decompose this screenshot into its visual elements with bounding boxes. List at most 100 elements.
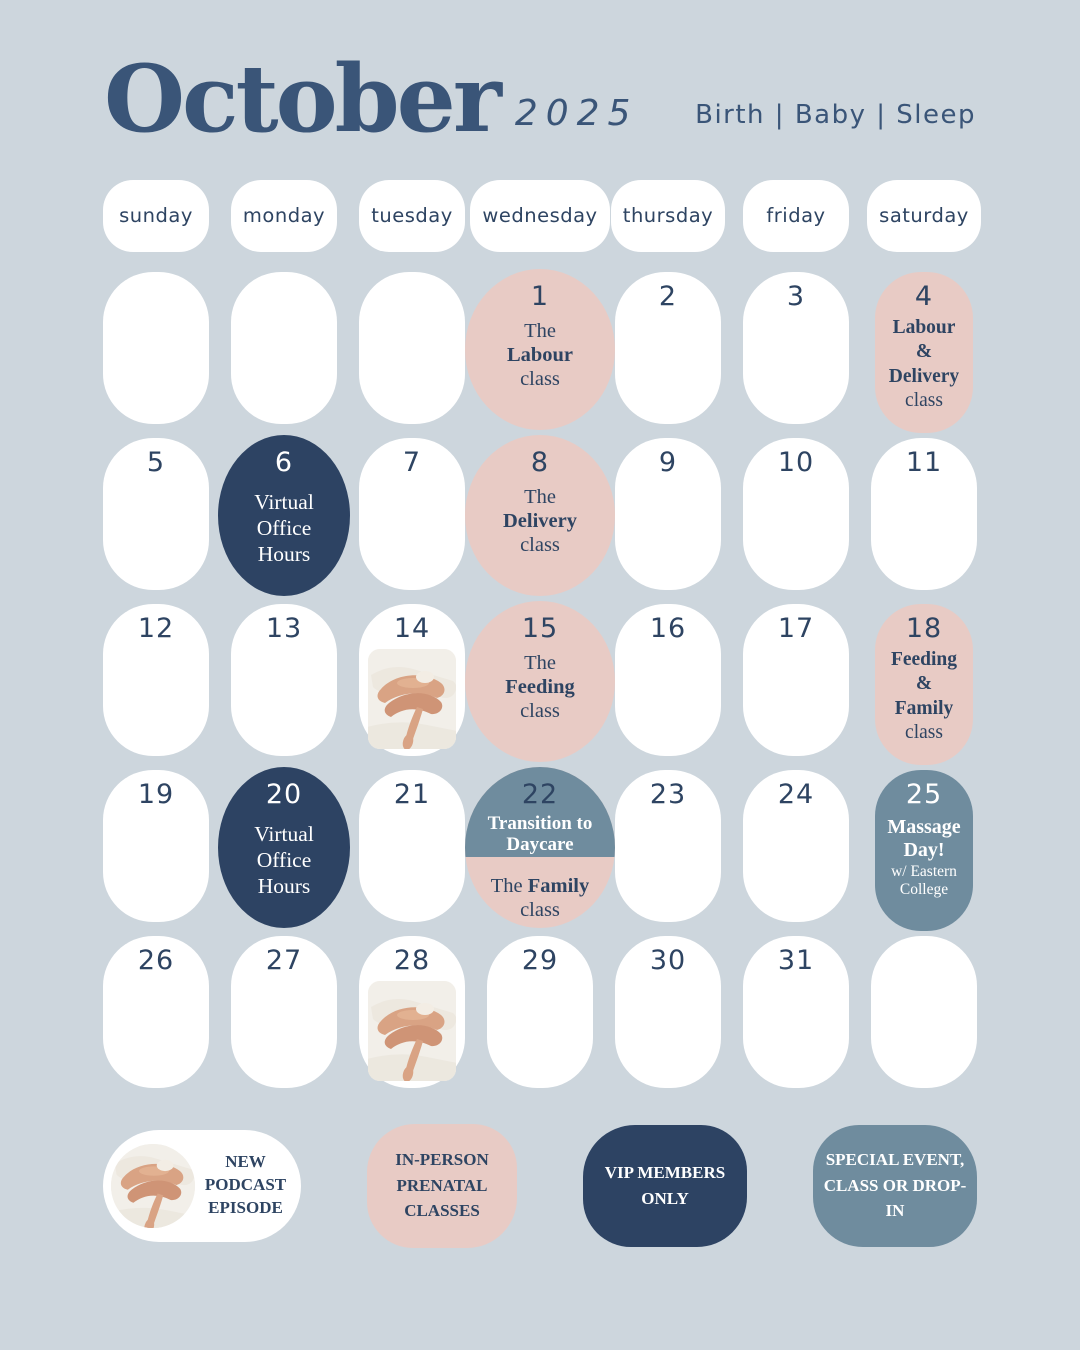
weekday-sunday: sunday [103, 179, 209, 252]
year-label: 2025 [514, 92, 639, 134]
day-cell-3: 3 [743, 271, 849, 424]
cell-shape [615, 935, 721, 1088]
legend-item-special-event: SPECIAL EVENT, CLASS OR DROP-IN [813, 1124, 977, 1247]
cell-content: 6 Virtual Office Hours [231, 438, 337, 568]
event-text: & [915, 341, 933, 363]
event-text-line: Delivery [487, 509, 593, 533]
event-text-line: The [487, 485, 593, 509]
event-text-line: Virtual [231, 489, 337, 515]
event-text-line: Day! [871, 839, 977, 863]
event-text: College [899, 881, 949, 899]
page-header: October 2025 Birth | Baby | Sleep [0, 0, 1080, 145]
cell-content [359, 272, 465, 281]
day-number: 27 [265, 944, 303, 976]
cell-shape [218, 766, 350, 928]
day-cell-19: 19 [103, 769, 209, 922]
day-number: 29 [521, 944, 559, 976]
cell-content [231, 272, 337, 281]
event-text-line: The Family [487, 874, 593, 898]
day-number: 22 [521, 778, 559, 810]
cell-shape [465, 434, 615, 596]
day-number: 6 [274, 446, 294, 478]
weekday-header-row: sunday monday tuesday wednesday thursday frid… [0, 179, 1080, 252]
cell-shape [465, 766, 615, 928]
event-text-line: Office [231, 515, 337, 541]
cell-shape [359, 271, 465, 424]
day-number: 1 [530, 280, 550, 312]
cell-shape [875, 769, 973, 931]
cell-content: 8 The Delivery class [487, 438, 593, 558]
cell-shape [743, 437, 849, 590]
day-cell-8: 8 The Delivery class [465, 434, 615, 596]
cell-content: 25 Massage Day! w/ Eastern College [871, 770, 977, 900]
event-text: Hours [257, 541, 311, 566]
event-text-line: Office [231, 847, 337, 873]
cell-content: 1 The Labour class [487, 272, 593, 392]
event-text-line: class [487, 367, 593, 391]
empty-cell [359, 271, 465, 424]
legend-label: NEW PODCAST EPISODE [204, 1152, 287, 1218]
day-number: 21 [393, 778, 431, 810]
day-number: 18 [905, 612, 943, 644]
cell-shape [743, 769, 849, 922]
event-text-line: College [871, 881, 977, 899]
event-text-line: Hours [231, 541, 337, 567]
event-text: class [520, 899, 560, 922]
event-text: class [520, 699, 560, 722]
event-text: The [524, 651, 556, 674]
day-number: 16 [649, 612, 687, 644]
day-number: 5 [146, 446, 166, 478]
cell-content: 27 [231, 936, 337, 976]
event-text: Feeding [890, 648, 958, 670]
legend-label: SPECIAL EVENT, CLASS OR DROP-IN [823, 1150, 967, 1221]
day-number: 19 [137, 778, 175, 810]
cell-content: 5 [103, 438, 209, 478]
podcast-episode-photo [368, 980, 456, 1081]
day-number: 31 [777, 944, 815, 976]
event-text: class [905, 722, 943, 744]
event-text: class [520, 533, 560, 556]
day-cell-22: 22 Transition to Daycare The Family class [465, 766, 615, 928]
day-number: 23 [649, 778, 687, 810]
cell-content: 15 The Feeding class [487, 604, 593, 724]
cell-shape [615, 271, 721, 424]
day-cell-31: 31 [743, 935, 849, 1088]
event-text: Family [527, 875, 590, 898]
cell-shape [743, 271, 849, 424]
cell-content: 24 [743, 770, 849, 810]
cell-shape [743, 935, 849, 1088]
legend-label: IN-PERSON PRENATAL CLASSES [395, 1150, 489, 1221]
day-cell-18: 18 Feeding & Family class [871, 603, 977, 765]
day-number: 24 [777, 778, 815, 810]
event-text-line: & [871, 340, 977, 365]
day-number: 15 [521, 612, 559, 644]
event-description: The Feeding class [487, 651, 593, 724]
legend-item-vip-members: VIP MEMBERS ONLY [583, 1124, 747, 1247]
cell-content: 20 Virtual Office Hours [231, 770, 337, 900]
legend: NEW PODCAST EPISODE IN-PERSON PRENATAL C… [103, 1123, 977, 1248]
day-number: 7 [402, 446, 422, 478]
event-text-line: The [487, 651, 593, 675]
event-text-line: Labour [871, 316, 977, 341]
cell-content: 13 [231, 604, 337, 644]
day-cell-21: 21 [359, 769, 465, 922]
day-cell-11: 11 [871, 437, 977, 590]
legend-item-podcast: NEW PODCAST EPISODE [103, 1129, 301, 1242]
event-text-line: class [871, 389, 977, 414]
event-text: Delivery [888, 365, 960, 387]
cell-content [103, 272, 209, 281]
event-text-line: w/ Eastern [871, 863, 977, 881]
day-number: 28 [393, 944, 431, 976]
event-text: Labour [892, 316, 956, 338]
weekday-tuesday: tuesday [359, 179, 465, 252]
day-cell-16: 16 [615, 603, 721, 756]
day-number: 10 [777, 446, 815, 478]
day-cell-27: 27 [231, 935, 337, 1088]
day-cell-30: 30 [615, 935, 721, 1088]
day-number: 20 [265, 778, 303, 810]
event-title: Transition to Daycare [487, 813, 593, 856]
day-number: 12 [137, 612, 175, 644]
event-text: Office [256, 515, 312, 540]
event-text-line: Labour [487, 343, 593, 367]
event-text: The [490, 875, 528, 898]
